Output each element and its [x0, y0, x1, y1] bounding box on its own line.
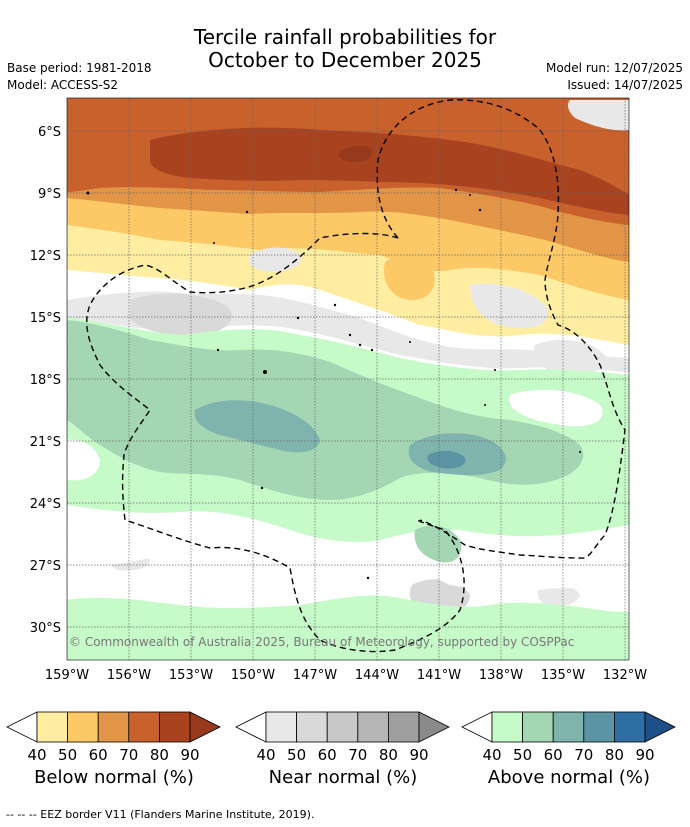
lon-label: 135°W [541, 668, 585, 683]
model-label: Model: ACCESS-S2 [7, 78, 119, 92]
below-80-region [150, 127, 629, 215]
above-colorbar-under [461, 711, 493, 743]
below-colorbar-tick: 90 [180, 746, 199, 764]
longitude-labels: 159°W 156°W 153°W 150°W 147°W 144°W 141°… [45, 668, 647, 683]
lat-label: 21°S [30, 435, 61, 450]
base-period-label: Base period: 1981-2018 [7, 61, 152, 75]
below-normal-label: Below normal (%) [34, 767, 194, 788]
below-colorbar-under [6, 711, 38, 743]
below-colorbar-segment [36, 711, 69, 743]
title-line-2: October to December 2025 [208, 48, 482, 72]
above-colorbar-tick: 80 [605, 746, 624, 764]
probability-map: © Commonwealth of Australia 2025, Bureau… [30, 97, 647, 683]
lat-label: 27°S [30, 559, 61, 574]
above-white-east [509, 389, 603, 427]
lon-label: 159°W [45, 668, 89, 683]
near-normal-label: Near normal (%) [268, 767, 418, 788]
above-40-south [67, 595, 629, 660]
above-white-gap [67, 505, 629, 600]
lat-label: 30°S [30, 621, 61, 636]
above-colorbar-segment [491, 711, 524, 743]
eez-border [86, 99, 626, 653]
above-colorbar-tick: 50 [513, 746, 532, 764]
copyright-text: © Commonwealth of Australia 2025, Bureau… [69, 635, 574, 649]
lon-label: 156°W [107, 668, 151, 683]
above-colorbar-tick: 60 [544, 746, 563, 764]
issued-label: Issued: 14/07/2025 [567, 78, 683, 92]
above-colorbar-tick: 70 [574, 746, 593, 764]
near-colorbar-segment [326, 711, 359, 743]
near-patch-ne [470, 283, 549, 329]
near-colorbar-tick: 80 [379, 746, 398, 764]
lon-label: 141°W [417, 668, 461, 683]
below-colorbar-tick: 40 [27, 746, 46, 764]
lat-label: 18°S [30, 373, 61, 388]
above-white-gap-2 [67, 439, 100, 481]
above-normal-label: Above normal (%) [487, 767, 651, 788]
below-colorbar-segment [97, 711, 130, 743]
title-line-1: Tercile rainfall probabilities for [193, 25, 497, 49]
below-colorbar-tick: 70 [119, 746, 138, 764]
islands [86, 188, 581, 580]
above-colorbar-segment [522, 711, 554, 743]
above-60-region [194, 400, 320, 453]
near-colorbar-segment [265, 711, 298, 743]
near-colorbar-segment [296, 711, 328, 743]
near-colorbar-tick: 90 [409, 746, 428, 764]
below-colorbar-tick: 50 [58, 746, 77, 764]
lon-label: 147°W [293, 668, 337, 683]
latitude-labels: 6°S 9°S 12°S 15°S 18°S 21°S 24°S 27°S 30… [30, 125, 61, 636]
lon-label: 132°W [603, 668, 647, 683]
near-colorbar-segment [357, 711, 389, 743]
near-colorbar-tick: 60 [318, 746, 337, 764]
near-colorbar-tick: 70 [348, 746, 367, 764]
lat-label: 9°S [38, 187, 61, 202]
graticule [67, 98, 629, 660]
lat-label: 12°S [30, 249, 61, 264]
colorbar-legend: 40 50 60 70 80 90 40 50 60 70 80 90 40 50 60 70 80 90 [6, 711, 676, 764]
lat-label: 6°S [38, 125, 61, 140]
above-70-patch [427, 450, 466, 469]
above-colorbar-tick: 40 [482, 746, 501, 764]
near-top-patch [567, 100, 629, 131]
near-colorbar-tick: 50 [287, 746, 306, 764]
lat-label: 24°S [30, 497, 61, 512]
eez-legend-note: -- -- -- EEZ border V11 (Flanders Marine… [6, 808, 315, 821]
above-colorbar-over [644, 711, 676, 743]
above-colorbar-segment [614, 711, 646, 743]
near-patch-east [534, 339, 606, 376]
below-colorbar-segment [67, 711, 99, 743]
near-patch-west [130, 293, 233, 336]
near-colorbar-over [418, 711, 450, 743]
above-colorbar-segment [552, 711, 585, 743]
below-90-patch [339, 145, 373, 163]
above-50-south [414, 525, 462, 563]
above-colorbar-tick: 90 [635, 746, 654, 764]
lon-label: 144°W [355, 668, 399, 683]
model-run-label: Model run: 12/07/2025 [545, 61, 683, 75]
below-colorbar-over [189, 711, 221, 743]
lat-label: 15°S [30, 311, 61, 326]
lon-label: 150°W [231, 668, 275, 683]
below-colorbar-segment [128, 711, 160, 743]
lon-label: 138°W [479, 668, 523, 683]
below-50-patch [384, 255, 435, 300]
below-colorbar-segment [158, 711, 191, 743]
lon-label: 153°W [169, 668, 213, 683]
near-colorbar-segment [387, 711, 420, 743]
near-colorbar-under [235, 711, 267, 743]
above-green-west [67, 320, 108, 362]
map-frame [66, 97, 630, 661]
below-colorbar-tick: 60 [89, 746, 108, 764]
below-colorbar-tick: 80 [150, 746, 169, 764]
above-colorbar-segment [583, 711, 615, 743]
near-colorbar-tick: 40 [256, 746, 275, 764]
near-patch-south-e [537, 584, 580, 607]
